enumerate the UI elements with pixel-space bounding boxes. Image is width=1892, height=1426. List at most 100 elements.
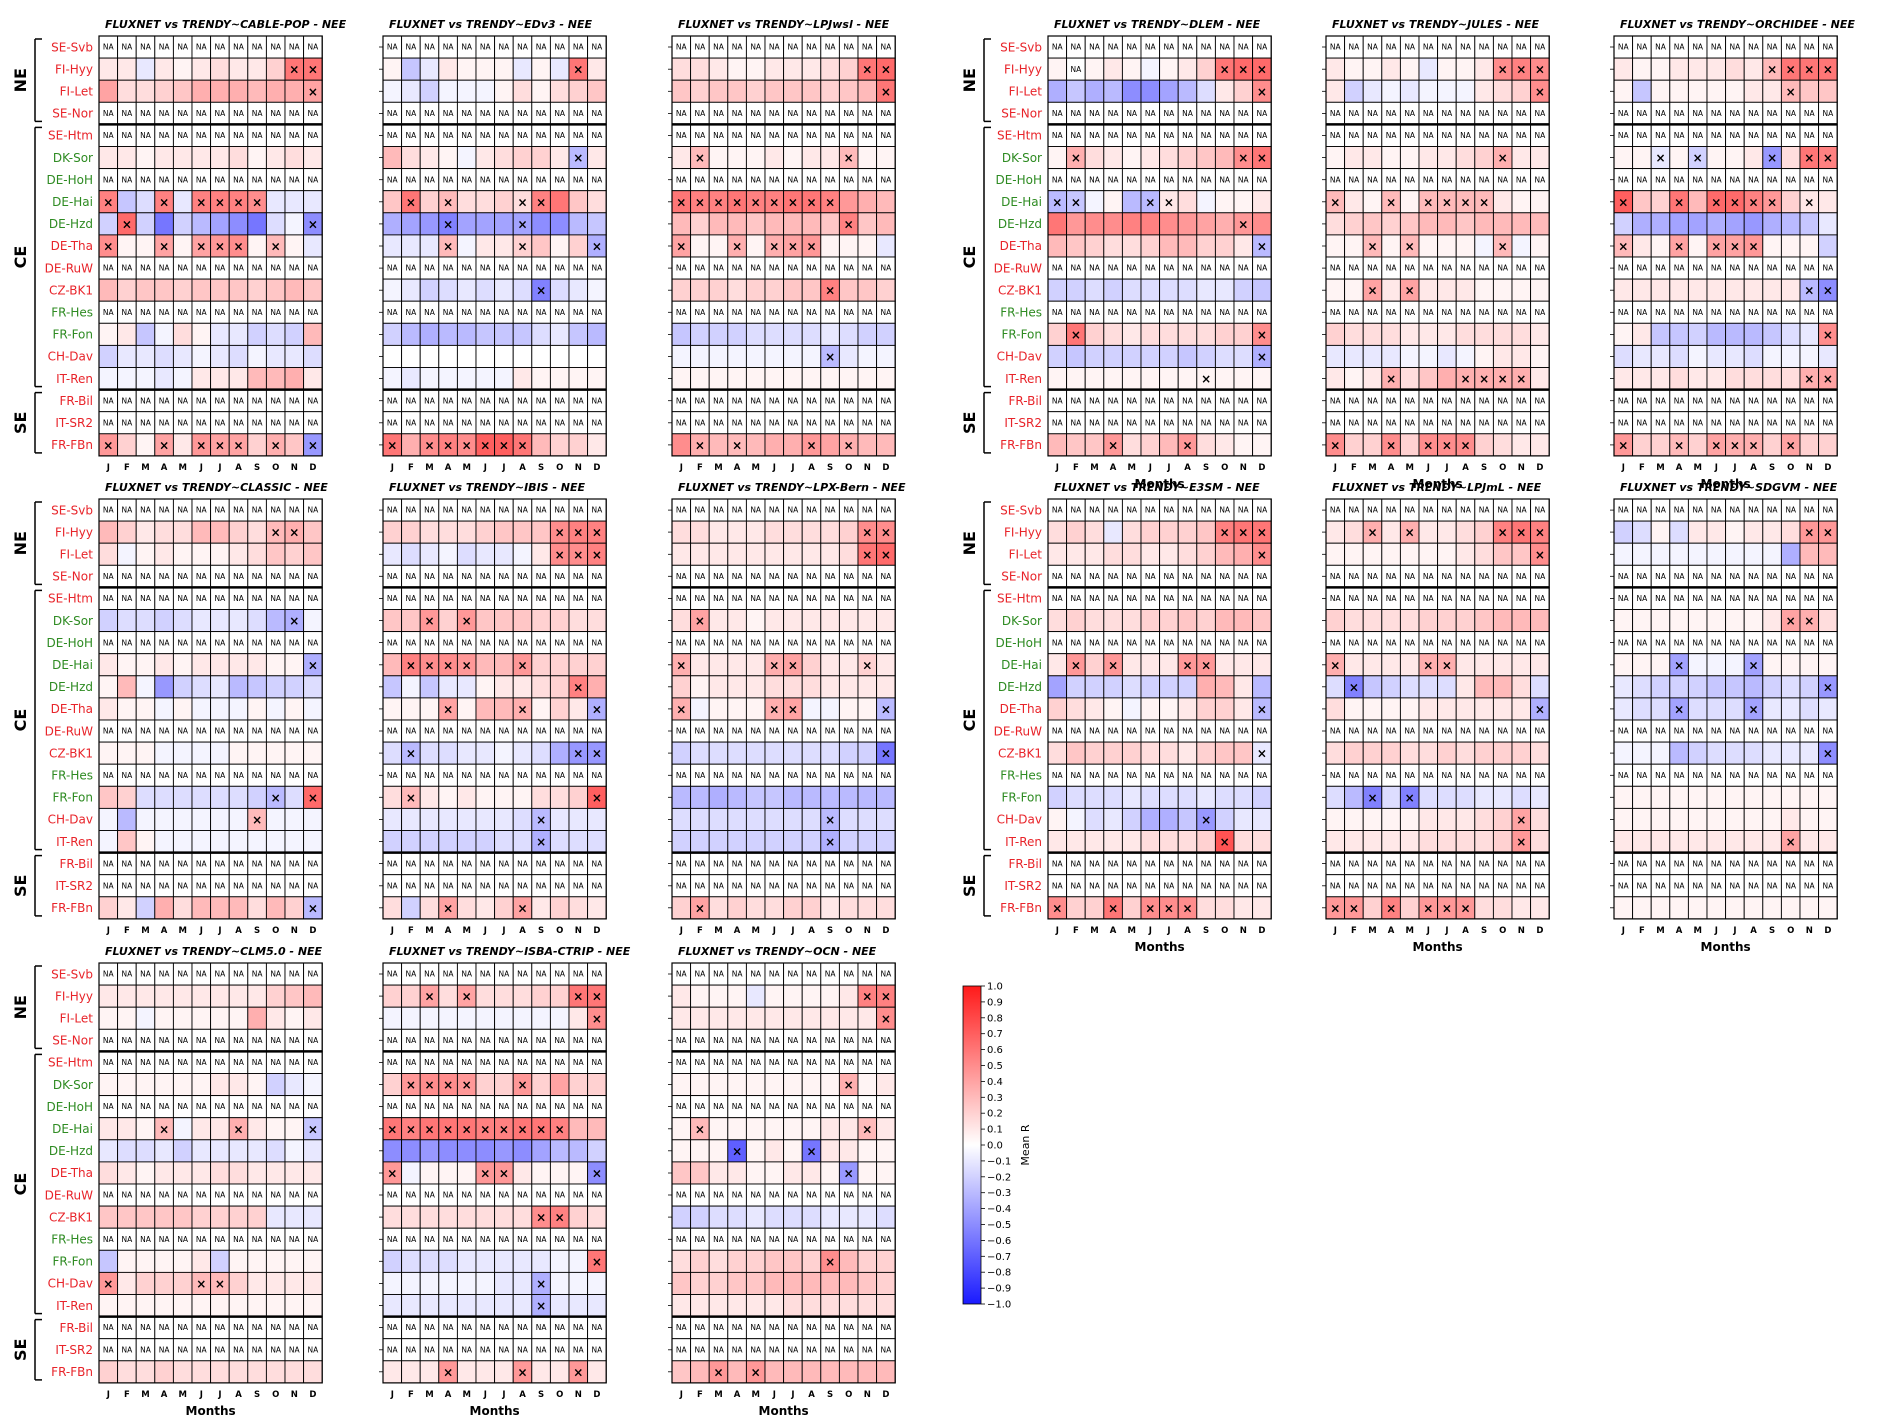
significance-marker: ×: [159, 438, 169, 452]
heatmap-cell: [690, 830, 710, 854]
month-tick-label: J: [772, 926, 776, 936]
na-label: NA: [406, 506, 418, 515]
na-label: NA: [1238, 131, 1250, 140]
heatmap-cell: [284, 542, 305, 566]
na-label: NA: [1257, 594, 1269, 603]
heatmap-cell: [117, 675, 137, 699]
month-tick-label: N: [1518, 926, 1525, 936]
heatmap-cell: [1362, 367, 1383, 391]
na-label: NA: [1108, 572, 1120, 581]
site-label: CH-Dav: [997, 350, 1042, 364]
heatmap-cell: [1492, 79, 1513, 103]
heatmap-cell: [1103, 675, 1123, 699]
heatmap-cell: [1196, 697, 1216, 721]
na-label: NA: [1182, 881, 1194, 890]
heatmap-cell: [1399, 433, 1420, 457]
site-label: IT-Ren: [1005, 372, 1042, 386]
na-label: NA: [1711, 109, 1723, 118]
month-tick-label: D: [309, 1390, 316, 1400]
heatmap-cell: [838, 367, 859, 391]
na-label: NA: [289, 771, 301, 780]
heatmap-cell: [727, 741, 747, 765]
na-label: NA: [1182, 308, 1194, 317]
heatmap-cell: [708, 146, 729, 170]
heatmap-cell: [727, 896, 747, 920]
na-label: NA: [825, 308, 837, 317]
heatmap-cell: [1214, 697, 1235, 721]
significance-marker: ×: [1052, 901, 1062, 915]
significance-marker: ×: [751, 195, 761, 209]
na-label: NA: [1219, 109, 1231, 118]
heatmap-cell: [568, 234, 589, 258]
heatmap-cell: [135, 1205, 156, 1229]
na-label: NA: [424, 881, 436, 890]
heatmap-cell: [172, 57, 193, 81]
na-label: NA: [443, 594, 455, 603]
heatmap-cell: [247, 57, 267, 81]
na-label: NA: [1367, 109, 1379, 118]
heatmap-cell: [135, 212, 156, 236]
na-label: NA: [676, 572, 688, 581]
heatmap-cell: [587, 609, 607, 633]
month-tick-label: O: [272, 1390, 279, 1400]
na-label: NA: [1535, 859, 1547, 868]
month-tick-label: N: [1240, 463, 1247, 473]
significance-marker: ×: [1405, 791, 1415, 805]
na-label: NA: [1479, 308, 1491, 317]
na-label: NA: [713, 418, 725, 427]
na-label: NA: [1497, 881, 1509, 890]
heatmap-cell: [857, 807, 878, 831]
na-label: NA: [461, 506, 473, 515]
heatmap-cell: [1613, 79, 1634, 103]
na-label: NA: [443, 881, 455, 890]
na-label: NA: [1748, 109, 1760, 118]
na-label: NA: [1089, 771, 1101, 780]
na-label: NA: [732, 175, 744, 184]
na-label: NA: [122, 727, 134, 736]
heatmap-cell: [531, 741, 551, 765]
heatmap-cell: [690, 542, 710, 566]
na-label: NA: [140, 881, 152, 890]
heatmap-cell: [764, 830, 785, 854]
na-label: NA: [122, 396, 134, 405]
month-tick-label: M: [1693, 926, 1701, 936]
na-label: NA: [1730, 264, 1742, 273]
significance-marker: ×: [406, 658, 416, 672]
heatmap-cell: [191, 278, 212, 302]
heatmap-cell: [401, 675, 421, 699]
na-label: NA: [1386, 43, 1398, 52]
heatmap-cell: [210, 785, 230, 809]
heatmap-cell: [475, 741, 496, 765]
heatmap-cell: [1140, 697, 1161, 721]
heatmap-cell: [265, 1117, 286, 1141]
heatmap-cell: [1121, 278, 1142, 302]
na-label: NA: [1089, 175, 1101, 184]
heatmap-cell: [135, 79, 156, 103]
heatmap-cell: [98, 653, 119, 677]
heatmap-cell: [1066, 807, 1086, 831]
significance-marker: ×: [881, 85, 891, 99]
na-label: NA: [424, 506, 436, 515]
na-label: NA: [424, 638, 436, 647]
significance-marker: ×: [1618, 240, 1628, 254]
heatmap-cell: [549, 807, 570, 831]
month-tick-label: M: [1368, 926, 1376, 936]
month-tick-label: A: [161, 1390, 168, 1400]
na-label: NA: [788, 264, 800, 273]
heatmap-cell: [1140, 344, 1161, 368]
site-label: FR-Hes: [51, 1233, 93, 1247]
heatmap-cell: [1725, 542, 1745, 566]
na-label: NA: [480, 418, 492, 427]
heatmap-cell: [708, 322, 729, 346]
month-tick-label: J: [483, 926, 487, 936]
na-label: NA: [881, 109, 893, 118]
na-label: NA: [233, 638, 245, 647]
na-label: NA: [1497, 308, 1509, 317]
na-label: NA: [1442, 131, 1454, 140]
month-tick-label: O: [1221, 926, 1228, 936]
na-label: NA: [424, 131, 436, 140]
heatmap-cell: [1780, 785, 1801, 809]
heatmap-cell: [1140, 212, 1161, 236]
significance-marker: ×: [732, 240, 742, 254]
na-label: NA: [233, 308, 245, 317]
